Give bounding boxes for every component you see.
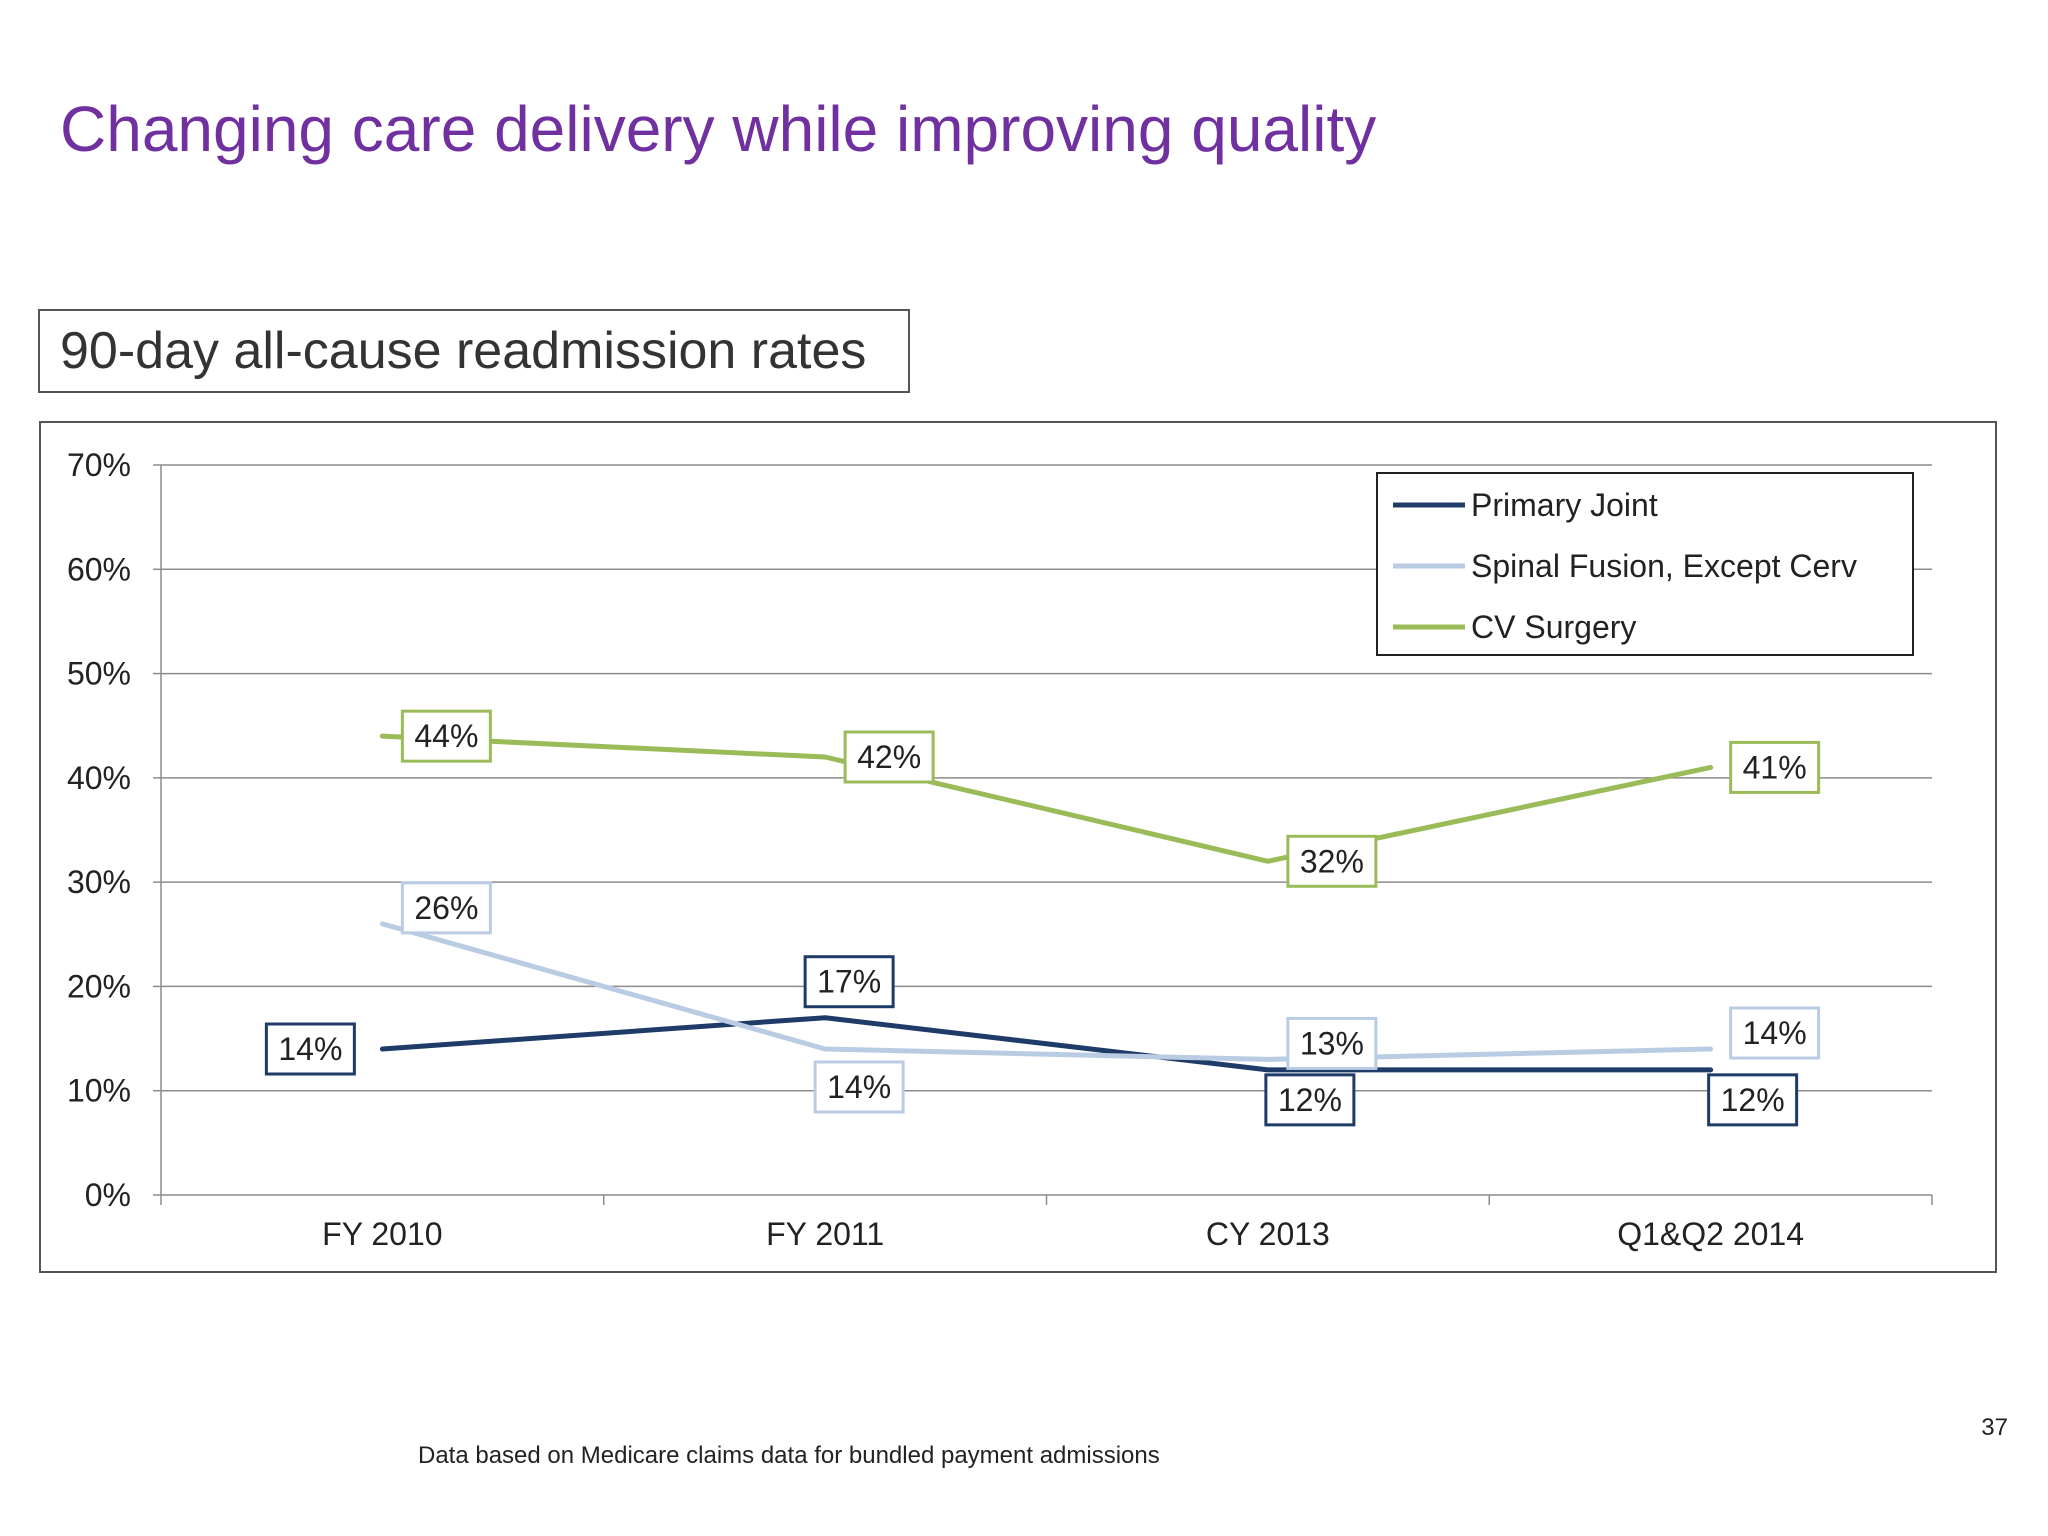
data-label-box xyxy=(803,955,895,1009)
x-tick-label: FY 2011 xyxy=(766,1216,884,1252)
y-tick-label: 50% xyxy=(67,656,131,692)
data-label: 41% xyxy=(1743,749,1807,785)
data-label: 42% xyxy=(857,739,921,775)
data-label: 14% xyxy=(827,1069,891,1105)
data-label-box xyxy=(813,1060,905,1114)
y-tick-label: 20% xyxy=(67,968,131,1004)
legend-label: Primary Joint xyxy=(1471,487,1658,523)
data-label: 44% xyxy=(414,718,478,754)
data-label-box xyxy=(400,881,492,935)
y-tick-label: 10% xyxy=(67,1073,131,1109)
series-line-1 xyxy=(379,921,1714,1062)
data-label-box xyxy=(1286,1016,1378,1070)
legend-box xyxy=(1376,472,1914,656)
data-label-box xyxy=(400,709,492,763)
series-line-0 xyxy=(379,1015,1714,1073)
data-label-box xyxy=(843,730,935,784)
series-line-2 xyxy=(379,733,1714,864)
line-chart: 0% 10% 20% 30% 40% 50% 60% 70% FY 2010 FY 2011 CY … xyxy=(67,447,1933,1252)
y-tick-label: 0% xyxy=(85,1177,131,1213)
data-label: 26% xyxy=(414,890,478,926)
data-label: 17% xyxy=(817,964,881,1000)
page-number: 37 xyxy=(1981,1414,2008,1441)
x-tick-label: Q1&Q2 2014 xyxy=(1617,1216,1804,1252)
data-label: 12% xyxy=(1721,1082,1785,1118)
data-label: 12% xyxy=(1278,1082,1342,1118)
data-label: 14% xyxy=(1743,1015,1807,1051)
x-tick-label: CY 2013 xyxy=(1206,1216,1330,1252)
data-label-box xyxy=(1707,1073,1799,1127)
slide-title: Changing care delivery while improving q… xyxy=(60,93,1377,165)
legend-label: Spinal Fusion, Except Cerv xyxy=(1471,548,1857,584)
data-label-box xyxy=(1264,1073,1356,1127)
x-tick-label: FY 2010 xyxy=(322,1216,442,1252)
data-label: 32% xyxy=(1300,843,1364,879)
y-tick-label: 40% xyxy=(67,760,131,796)
data-label: 13% xyxy=(1300,1025,1364,1061)
data-label-box xyxy=(1729,1006,1821,1060)
y-tick-label: 70% xyxy=(67,447,131,483)
footnote: Data based on Medicare claims data for b… xyxy=(418,1442,1160,1469)
y-tick-label: 60% xyxy=(67,551,131,587)
legend-label: CV Surgery xyxy=(1471,609,1636,645)
y-tick-label: 30% xyxy=(67,864,131,900)
data-label: 14% xyxy=(278,1031,342,1067)
chart-heading: 90-day all-cause readmission rates xyxy=(38,309,910,393)
data-label-box xyxy=(1286,834,1378,888)
chart-frame: 0% 10% 20% 30% 40% 50% 60% 70% FY 2010 FY 2011 CY … xyxy=(39,421,1997,1273)
data-label-box xyxy=(264,1022,356,1076)
data-label-box xyxy=(1729,740,1821,794)
